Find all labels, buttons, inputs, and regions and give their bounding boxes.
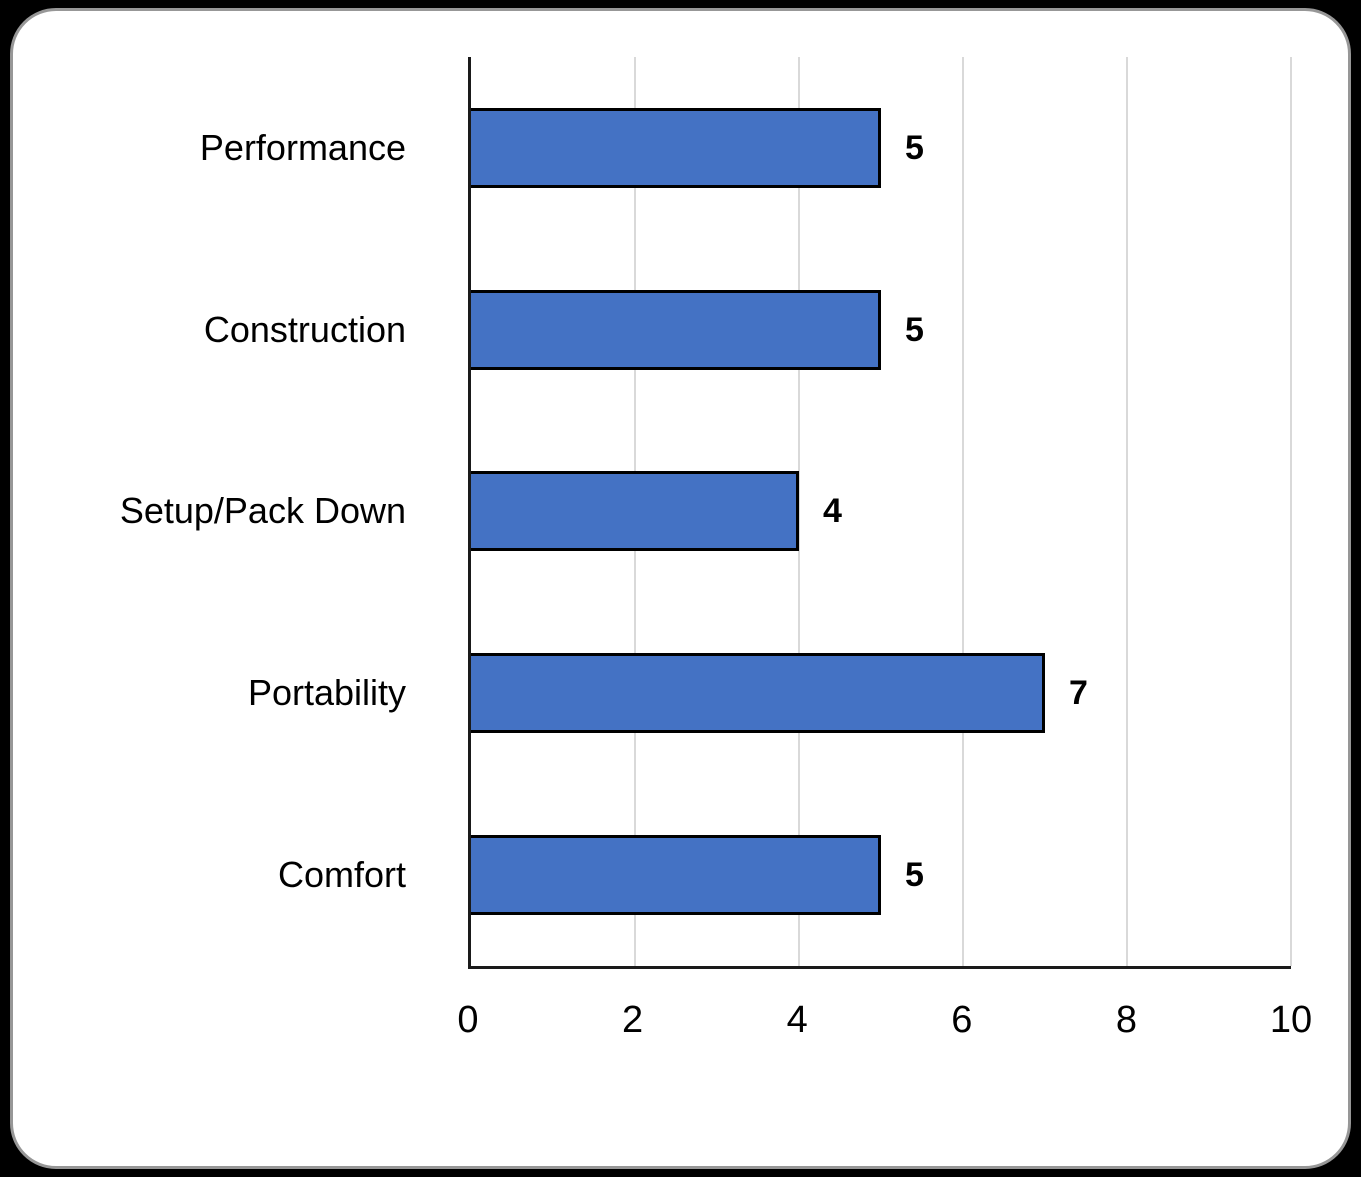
value-axis: 0 2 4 6 8 10 xyxy=(457,999,1312,1051)
data-label: 5 xyxy=(905,310,924,349)
x-tick-label-2: 2 xyxy=(622,999,644,1041)
bar-row: 5 xyxy=(471,57,1291,239)
category-label: Performance xyxy=(199,126,406,168)
category-label: Portability xyxy=(247,672,406,714)
x-tick-label-4: 4 xyxy=(786,999,808,1041)
bar-comfort xyxy=(471,835,881,916)
bar-construction xyxy=(471,289,881,370)
bar-portability xyxy=(471,653,1045,734)
category-label: Comfort xyxy=(277,854,406,896)
bar-series: 5 5 4 7 5 xyxy=(471,57,1291,966)
bar-row: 5 xyxy=(471,784,1291,966)
data-label: 5 xyxy=(905,128,924,167)
gridline-10 xyxy=(1290,57,1292,966)
gridline-4 xyxy=(798,57,800,966)
x-tick-label-6: 6 xyxy=(951,999,973,1041)
chart-card: Performance Construction Setup/Pack Down Po… xyxy=(10,8,1351,1169)
plot-area: 5 5 4 7 5 xyxy=(468,57,1292,969)
bar-row: 5 xyxy=(471,239,1291,421)
bar-setup-pack-down xyxy=(471,471,799,552)
data-label: 4 xyxy=(823,492,842,531)
category-label: Setup/Pack Down xyxy=(119,490,406,532)
gridline-8 xyxy=(1126,57,1128,966)
data-label: 5 xyxy=(905,856,924,895)
category-axis: Performance Construction Setup/Pack Down Po… xyxy=(13,57,438,966)
gridline-6 xyxy=(962,57,964,966)
category-label: Construction xyxy=(203,308,406,350)
data-label: 7 xyxy=(1069,674,1088,713)
bar-row: 7 xyxy=(471,602,1291,784)
x-tick-label-0: 0 xyxy=(457,999,479,1041)
x-tick-label-10: 10 xyxy=(1269,999,1313,1041)
bar-row: 4 xyxy=(471,421,1291,603)
bar-performance xyxy=(471,107,881,188)
x-tick-label-8: 8 xyxy=(1115,999,1137,1041)
